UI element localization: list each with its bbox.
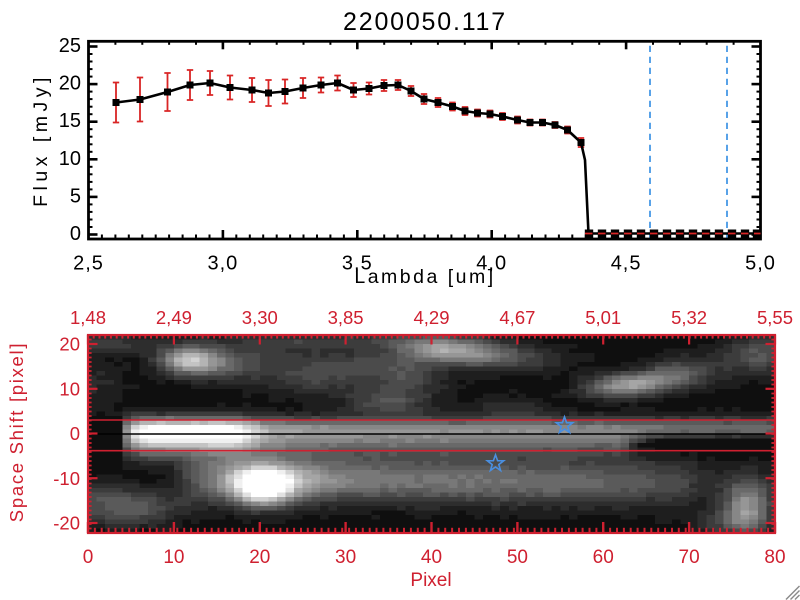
- svg-text:70: 70: [679, 547, 700, 568]
- svg-text:5,32: 5,32: [671, 307, 707, 328]
- svg-text:20: 20: [59, 334, 80, 355]
- svg-text:0: 0: [83, 547, 94, 568]
- svg-text:20: 20: [59, 73, 81, 95]
- svg-text:3,5: 3,5: [342, 253, 373, 275]
- svg-text:2,49: 2,49: [156, 307, 192, 328]
- svg-text:Flux [mJy]: Flux [mJy]: [30, 73, 52, 207]
- svg-text:2200050.117: 2200050.117: [343, 8, 507, 36]
- svg-text:15: 15: [59, 110, 81, 132]
- svg-text:-20: -20: [53, 513, 80, 534]
- svg-text:1,48: 1,48: [70, 307, 106, 328]
- svg-text:2,5: 2,5: [73, 253, 104, 275]
- svg-text:4,0: 4,0: [476, 253, 507, 275]
- svg-text:60: 60: [593, 547, 614, 568]
- svg-text:3,0: 3,0: [207, 253, 238, 275]
- svg-text:40: 40: [421, 547, 442, 568]
- svg-text:3,85: 3,85: [328, 307, 364, 328]
- svg-text:Pixel: Pixel: [410, 570, 451, 591]
- svg-text:-10: -10: [53, 468, 80, 489]
- svg-text:4,29: 4,29: [413, 307, 449, 328]
- svg-text:5,0: 5,0: [745, 253, 776, 275]
- svg-text:20: 20: [249, 547, 270, 568]
- svg-text:0: 0: [70, 223, 81, 245]
- svg-text:5: 5: [70, 185, 81, 207]
- svg-text:80: 80: [764, 547, 785, 568]
- svg-text:4,5: 4,5: [611, 253, 642, 275]
- svg-text:50: 50: [507, 547, 528, 568]
- svg-text:10: 10: [59, 148, 81, 170]
- svg-text:5,55: 5,55: [757, 307, 793, 328]
- svg-text:Space Shift [pixel]: Space Shift [pixel]: [6, 342, 27, 522]
- svg-text:30: 30: [335, 547, 356, 568]
- svg-text:3,30: 3,30: [242, 307, 278, 328]
- svg-text:10: 10: [59, 378, 80, 399]
- svg-text:10: 10: [163, 547, 184, 568]
- svg-text:0: 0: [70, 423, 80, 444]
- svg-text:25: 25: [59, 35, 81, 57]
- svg-text:5,01: 5,01: [585, 307, 621, 328]
- svg-text:4,67: 4,67: [499, 307, 535, 328]
- svg-text:Lambda [um]: Lambda [um]: [354, 266, 495, 288]
